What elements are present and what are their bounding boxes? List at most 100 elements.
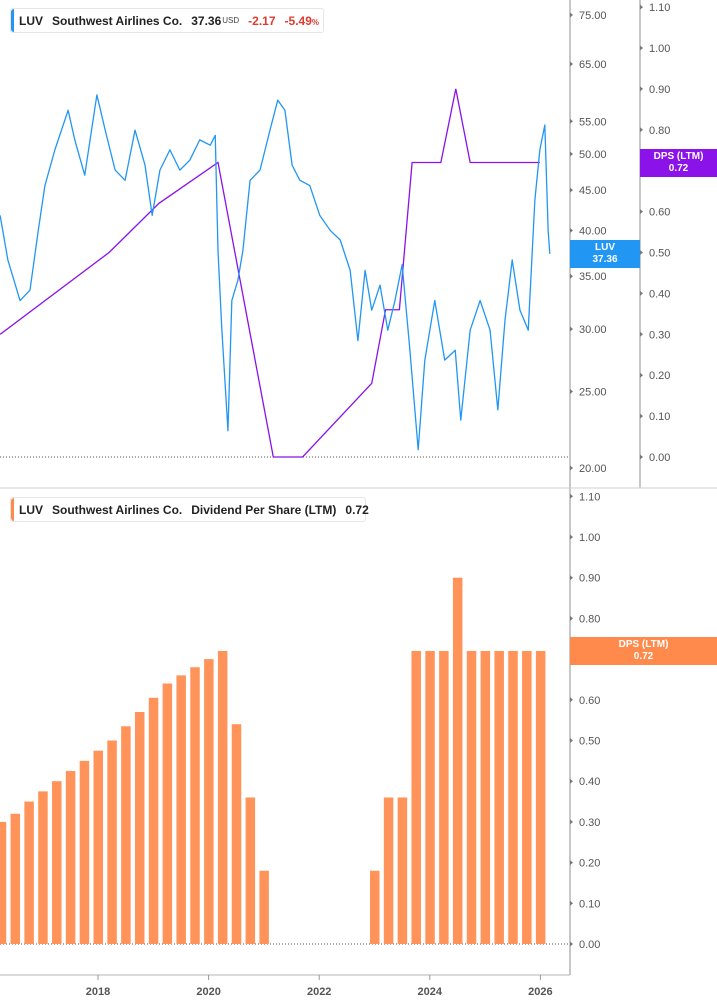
badge-label: LUV xyxy=(595,242,615,253)
price-tick-label: 50.00 xyxy=(579,149,607,161)
dps-tick-label-mark xyxy=(640,4,643,10)
dps-tick-label: 0.30 xyxy=(649,329,670,341)
bar-tick-label: 0.50 xyxy=(579,736,600,748)
price-tick-label: 75.00 xyxy=(579,10,607,22)
dps-bar xyxy=(231,724,242,944)
dps-bar xyxy=(24,801,34,944)
badge-label: DPS (LTM) xyxy=(653,151,704,162)
x-tick-label: 2022 xyxy=(307,986,331,998)
legend-ticker: LUV xyxy=(19,13,43,28)
dps-tick-label-mark xyxy=(640,45,643,51)
dps-legend[interactable]: LUV Southwest Airlines Co. Dividend Per … xyxy=(10,497,369,522)
dps-bottom-badge: DPS (LTM) 0.72 xyxy=(570,637,717,665)
bar-tick-label: 0.90 xyxy=(579,573,600,585)
bar-tick-label-mark xyxy=(570,941,573,947)
dps-bar xyxy=(370,870,380,944)
dps-bar xyxy=(522,650,532,944)
bar-tick-label: 0.00 xyxy=(579,939,600,951)
bar-tick-label: 0.80 xyxy=(579,613,600,625)
bar-tick-label: 0.10 xyxy=(579,898,600,910)
dps-tick-label: 1.10 xyxy=(649,2,670,14)
x-tick-label: 2020 xyxy=(196,986,220,998)
badge-value: 0.72 xyxy=(668,163,689,174)
x-tick-label: 2026 xyxy=(528,986,552,998)
bar-tick-label: 1.00 xyxy=(579,532,600,544)
price-tick-label-mark xyxy=(570,465,573,471)
dps-tick-label: 0.20 xyxy=(649,370,670,382)
legend-change: -2.17 xyxy=(248,13,276,28)
dps-bar xyxy=(452,577,463,944)
price-tick-label: 55.00 xyxy=(579,116,607,128)
dps-tick-label-mark xyxy=(640,250,643,255)
dps-bar xyxy=(204,659,214,944)
legend-company: Southwest Airlines Co. xyxy=(52,13,183,28)
bar-tick-label: 0.30 xyxy=(579,817,600,829)
dps-tick-label: 0.50 xyxy=(649,248,670,260)
dps-tick-label: 1.00 xyxy=(649,43,670,55)
dps-tick-label-mark xyxy=(640,372,643,378)
price-tick-label: 45.00 xyxy=(579,185,607,197)
dps-bar xyxy=(480,650,491,944)
bar-tick-label-mark xyxy=(570,697,573,703)
bar-tick-label-mark xyxy=(570,615,573,621)
dps-bar xyxy=(52,781,62,944)
dps-bar xyxy=(79,760,90,944)
dps-tick-label-mark xyxy=(640,127,643,133)
dps-tick-label: 0.40 xyxy=(649,288,670,300)
dps-bar xyxy=(93,750,103,944)
bar-tick-label-mark xyxy=(570,738,573,743)
dps-tick-label: 0.80 xyxy=(649,125,670,137)
price-tick-label: 65.00 xyxy=(579,59,607,71)
bar-tick-label-mark xyxy=(570,534,573,540)
luv-price-badge: LUV 37.36 xyxy=(570,240,640,268)
price-tick-label-mark xyxy=(570,326,573,332)
price-tick-label: 40.00 xyxy=(579,225,607,237)
price-legend[interactable]: LUV Southwest Airlines Co. 37.36 USD -2.… xyxy=(10,8,324,33)
price-tick-label-mark xyxy=(570,12,573,18)
price-tick-label-mark xyxy=(570,61,573,67)
dps-tick-label-mark xyxy=(640,413,643,419)
price-tick-label-mark xyxy=(570,273,573,279)
dps-tick-label: 0.00 xyxy=(649,452,670,464)
dps-bar xyxy=(397,797,408,944)
price-tick-label-mark xyxy=(570,151,573,157)
price-tick-label: 20.00 xyxy=(579,463,607,475)
bar-tick-label-mark xyxy=(570,493,573,499)
price-tick-label: 30.00 xyxy=(579,324,607,336)
dps-tick-label: 0.10 xyxy=(649,411,670,423)
dps-bar xyxy=(383,797,394,944)
dps-bar xyxy=(38,791,48,944)
price-line xyxy=(0,94,551,451)
x-tick-label: 2018 xyxy=(86,986,110,998)
bar-tick-label: 0.20 xyxy=(579,858,600,870)
dps-line xyxy=(0,88,540,458)
dps-top-badge: DPS (LTM) 0.72 xyxy=(640,149,717,177)
legend-color-bar xyxy=(11,498,14,521)
dps-bar xyxy=(411,650,421,944)
price-tick-label-mark xyxy=(570,118,573,124)
legend-ticker: LUV xyxy=(19,502,43,517)
dps-bar xyxy=(425,650,435,944)
dps-bar xyxy=(107,740,117,944)
dps-tick-label-mark xyxy=(640,86,643,92)
dps-bar xyxy=(535,650,546,944)
dps-bar xyxy=(439,650,449,944)
dps-tick-label-mark xyxy=(640,209,643,215)
bar-tick-label-mark xyxy=(570,575,573,581)
price-tick-label-mark xyxy=(570,187,573,193)
price-tick-label: 35.00 xyxy=(579,271,607,283)
bar-tick-label: 0.40 xyxy=(579,776,600,788)
legend-color-bar xyxy=(11,9,14,32)
dps-bar xyxy=(148,697,159,944)
dps-tick-label-mark xyxy=(640,290,643,296)
dps-bar xyxy=(466,650,477,944)
bar-tick-label: 0.60 xyxy=(579,695,600,707)
dps-bar xyxy=(162,683,173,944)
dps-tick-label: 0.60 xyxy=(649,207,670,219)
dps-bar xyxy=(245,797,256,944)
x-tick-label: 2024 xyxy=(418,986,443,998)
legend-currency: USD xyxy=(222,16,240,25)
price-tick-label-mark xyxy=(570,389,573,395)
dps-tick-label-mark xyxy=(640,454,643,460)
